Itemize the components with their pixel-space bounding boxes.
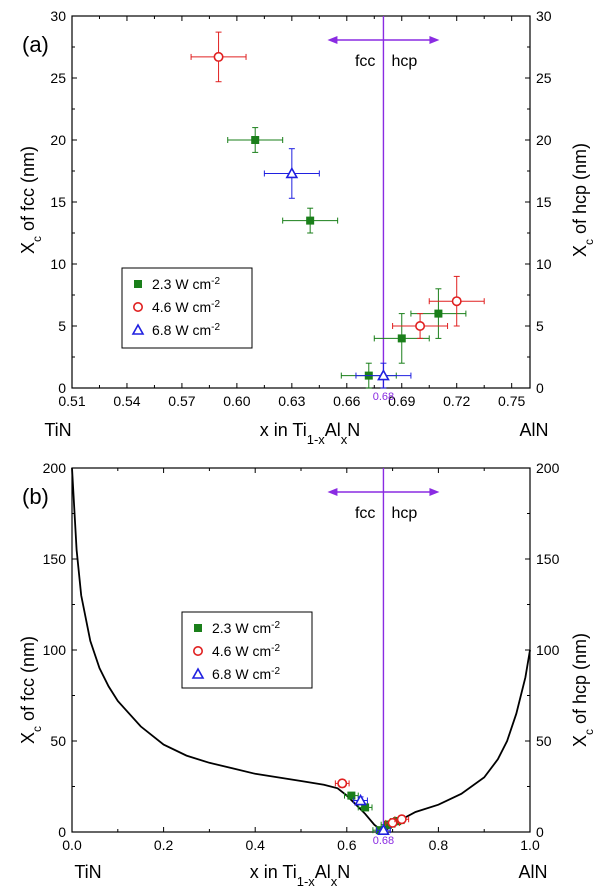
y2-tick-label: 100 (536, 642, 560, 658)
data-point-triangle (354, 793, 367, 806)
data-point-circle (387, 817, 398, 828)
y2-tick-label: 10 (536, 256, 552, 272)
y-tick-label: 20 (50, 132, 66, 148)
legend-label: 4.6 W cm-2 (212, 643, 280, 660)
y2-tick-label: 150 (536, 551, 560, 567)
y-tick-label: 50 (50, 733, 66, 749)
y-tick-label: 10 (50, 256, 66, 272)
panel-a-x-title: x in Ti1-xAlxN (260, 420, 361, 447)
legend: 2.3 W cm-2 4.6 W cm-2 6.8 W cm-2 (121, 267, 253, 349)
x-tick-label: 0.8 (429, 837, 449, 853)
arrow-left-icon (327, 488, 338, 496)
y-tick-label: 0 (58, 824, 66, 840)
data-point-circle (451, 296, 462, 307)
panel-b-tag: (b) (22, 484, 49, 509)
y2-tick-label: 5 (536, 318, 544, 334)
phase-boundary-label: 0.68 (373, 835, 394, 847)
x-tick-label: 0.6 (337, 837, 357, 853)
x-tick-label: 0.2 (154, 837, 174, 853)
data-point-circle (213, 51, 224, 62)
y-tick-label: 100 (43, 642, 67, 658)
legend-marker-circle (133, 301, 144, 312)
arrow-right-icon (429, 36, 440, 44)
y-tick-label: 200 (43, 460, 67, 476)
y2-tick-label: 20 (536, 132, 552, 148)
panel-b-y-title: Xc of fcc (nm) (18, 636, 44, 744)
data-point-circle (396, 814, 407, 825)
panel-a-plot: 0.51 0.54 0.57 0.60 0.63 0.66 0.69 0.72 0.75 0 0 5 5… (50, 8, 551, 409)
data-point-triangle (377, 823, 390, 835)
panel-b-right-label: AlN (518, 862, 547, 882)
x-tick-label: 0.63 (278, 393, 305, 409)
y2-tick-label: 30 (536, 8, 552, 24)
y2-tick-label: 15 (536, 194, 552, 210)
legend-marker-square (194, 624, 202, 632)
panel-a-right-label: AlN (519, 420, 548, 440)
y-tick-label: 15 (50, 194, 66, 210)
legend-label: 6.8 W cm-2 (152, 322, 220, 339)
legend-label: 2.3 W cm-2 (212, 620, 280, 637)
phase-fcc-label: fcc (355, 53, 375, 70)
data-point-square (251, 136, 260, 144)
x-tick-label: 0.4 (245, 837, 265, 853)
legend-label: 2.3 W cm-2 (152, 276, 220, 293)
x-tick-label: 0.57 (168, 393, 195, 409)
x-tick-label: 0.72 (443, 393, 470, 409)
y2-tick-label: 50 (536, 733, 552, 749)
data-point-square (397, 334, 406, 343)
x-tick-label: 0.75 (498, 393, 525, 409)
x-tick-label: 0.60 (223, 393, 250, 409)
legend-label: 6.8 W cm-2 (212, 666, 280, 683)
panel-b-left-label: TiN (74, 862, 101, 882)
legend: 2.3 W cm-2 4.6 W cm-2 6.8 W cm-2 (181, 611, 313, 689)
data-point-circle (415, 320, 426, 331)
y2-tick-label: 200 (536, 460, 560, 476)
panel-b-x-title: x in Ti1-xAlxN (250, 862, 351, 889)
panel-a-left-label: TiN (44, 420, 71, 440)
y2-tick-label: 25 (536, 70, 552, 86)
panel-a-tag: (a) (22, 32, 49, 57)
data-point-square (361, 803, 370, 812)
panel-b-y2-title: Xc of hcp (nm) (570, 633, 596, 747)
model-curve (71, 467, 531, 834)
y-tick-label: 5 (58, 318, 66, 334)
arrow-right-icon (429, 488, 440, 496)
phase-boundary-label: 0.68 (373, 391, 394, 403)
x-tick-label: 0.69 (388, 393, 415, 409)
legend-box (181, 611, 313, 689)
phase-hcp-label: hcp (391, 53, 417, 70)
legend-marker-triangle (191, 667, 205, 679)
plot-layer: 0.51 0.54 0.57 0.60 0.63 0.66 0.69 0.72 0.750 05 5… (43, 8, 560, 853)
panel-a-y2-title: Xc of hcp (nm) (570, 143, 596, 257)
x-tick-label: 0.51 (58, 393, 85, 409)
data-point-triangle (377, 368, 390, 381)
phase-hcp-label: hcp (391, 505, 417, 522)
data-point-circle (337, 778, 348, 789)
y-tick-label: 0 (58, 380, 66, 396)
y2-tick-label: 0 (536, 824, 544, 840)
legend-label: 4.6 W cm-2 (152, 299, 220, 316)
legend-marker-triangle (131, 323, 145, 335)
data-point-square (347, 791, 356, 800)
data-point-triangle (285, 166, 299, 179)
y-tick-label: 150 (43, 551, 67, 567)
x-tick-label: 0.66 (333, 393, 360, 409)
panel-a-y-title: Xc of fcc (nm) (18, 146, 44, 254)
panel-a: (a) Xc of fcc (nm) Xc of hcp (nm) x in T… (18, 32, 596, 447)
legend-marker-square (134, 280, 142, 288)
data-point-square (434, 309, 443, 318)
data-point-square (306, 216, 315, 225)
y-tick-label: 30 (50, 8, 66, 24)
panel-b: (b) Xc of fcc (nm) Xc of hcp (nm) x in T… (18, 484, 596, 889)
x-tick-label: 1.0 (520, 837, 540, 853)
y2-tick-label: 0 (536, 380, 544, 396)
x-tick-label: 0.54 (113, 393, 140, 409)
phase-fcc-label: fcc (355, 505, 375, 522)
legend-marker-circle (193, 645, 204, 656)
arrow-left-icon (327, 36, 338, 44)
x-tick-label: 0.0 (62, 837, 82, 853)
y-tick-label: 25 (50, 70, 66, 86)
